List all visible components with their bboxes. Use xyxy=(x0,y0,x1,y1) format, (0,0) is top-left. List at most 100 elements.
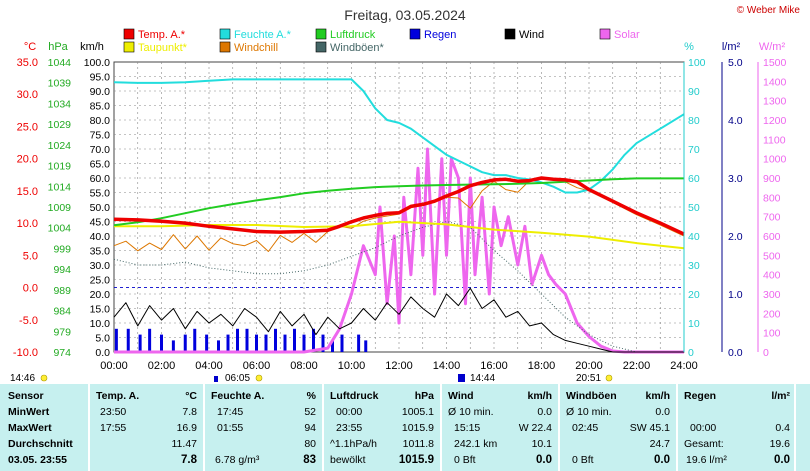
wind-axis-tick: 55.0 xyxy=(90,188,111,200)
wind-avg: 10.1 xyxy=(531,438,552,450)
rain-bar xyxy=(138,334,142,352)
humidity-axis-tick: 100 xyxy=(688,57,706,69)
pressure-axis-tick: 1029 xyxy=(48,119,72,131)
humidity-min-time: 17:45 xyxy=(217,406,244,418)
gusts-line xyxy=(113,221,684,353)
rain-bar xyxy=(340,334,344,352)
temp-axis-tick: -5.0 xyxy=(19,315,38,327)
rain-axis-tick: 5.0 xyxy=(728,57,743,69)
solar-axis-tick: 600 xyxy=(763,231,781,243)
rain-bar xyxy=(312,328,315,352)
rain-bar xyxy=(357,334,361,352)
wind-axis-tick: 85.0 xyxy=(90,101,111,113)
row-label-min: MinWert xyxy=(8,406,50,418)
noon-marker-icon xyxy=(458,374,465,382)
wind-axis-tick: 30.0 xyxy=(90,260,111,272)
legend-label: Feuchte A.* xyxy=(234,29,292,41)
x-tick: 20:00 xyxy=(575,360,603,372)
pressure-axis-tick: 1034 xyxy=(48,98,72,110)
pressure-axis-tick: 974 xyxy=(53,347,71,359)
rain-max-time: 00:00 xyxy=(690,422,717,434)
stats-temp: Temp. A. °C 23:50 7.8 17:55 16.9 11.47 7… xyxy=(90,384,203,471)
wind-axis-tick: 20.0 xyxy=(90,289,111,301)
x-tick: 24:00 xyxy=(670,360,698,372)
rain-axis-tick: 0.0 xyxy=(728,347,743,359)
sunset-icon xyxy=(605,374,613,382)
solar-axis-tick: 1200 xyxy=(763,115,787,127)
solar-axis-tick: 200 xyxy=(763,308,781,320)
temp-axis-tick: 5.0 xyxy=(23,250,38,262)
rain-bar xyxy=(283,334,287,352)
sunrise-icon xyxy=(255,374,263,382)
rain-bar xyxy=(171,340,175,352)
pressure-condition: bewölkt xyxy=(330,454,366,466)
solar-axis-tick: 0 xyxy=(763,347,769,359)
legend-label: Temp. A.* xyxy=(138,29,186,41)
legend-label: Windböen* xyxy=(330,42,385,54)
pressure-axis-tick: 1019 xyxy=(48,161,72,173)
solar-axis-tick: 700 xyxy=(763,212,781,224)
rain-total-label: Gesamt: xyxy=(684,438,724,450)
x-tick: 10:00 xyxy=(338,360,366,372)
marker-time-3: 20:51 xyxy=(576,373,601,384)
wind-axis-tick: 80.0 xyxy=(90,115,111,127)
solar-axis-tick: 800 xyxy=(763,192,781,204)
rain-axis-tick: 3.0 xyxy=(728,173,743,185)
wind-current: 0.0 xyxy=(536,454,552,466)
humidity-axis-tick: 90 xyxy=(688,86,700,98)
rain-bar xyxy=(183,334,187,352)
temp-max-time: 17:55 xyxy=(100,422,127,434)
humidity-axis-tick: 60 xyxy=(688,173,700,185)
legend-swatch xyxy=(315,28,327,40)
x-tick: 22:00 xyxy=(623,360,651,372)
legend-swatch xyxy=(123,41,135,53)
solar-axis-tick: 300 xyxy=(763,289,781,301)
rain-bar xyxy=(302,334,306,352)
gusts-max-time: 02:45 xyxy=(572,422,599,434)
pressure-max: 1015.9 xyxy=(401,422,434,434)
solar-axis-tick: 500 xyxy=(763,250,781,262)
legend-label: Regen xyxy=(424,29,456,41)
pressure-unit: hPa xyxy=(48,41,68,53)
row-label-avg: Durchschnitt xyxy=(8,438,73,450)
gusts-avg: 24.7 xyxy=(649,438,670,450)
solar-line xyxy=(114,147,684,354)
wind-unit: km/h xyxy=(527,390,552,402)
wind-axis-tick: 90.0 xyxy=(90,86,111,98)
rain-bar xyxy=(321,334,325,352)
solar-axis-tick: 100 xyxy=(763,328,781,340)
legend-label: Taupunkt* xyxy=(138,42,188,54)
wind-axis-tick: 45.0 xyxy=(90,217,111,229)
humidity-axis-tick: 10 xyxy=(688,318,700,330)
temp-unit: °C xyxy=(24,41,36,53)
x-tick: 04:00 xyxy=(195,360,223,372)
pressure-trend-label: ^1.1hPa/h xyxy=(330,438,377,450)
solar-unit: W/m² xyxy=(759,41,786,53)
legend-swatch xyxy=(504,28,516,40)
legend-swatch xyxy=(219,28,231,40)
humidity-header: Feuchte A. xyxy=(211,390,265,402)
humidity-max-time: 01:55 xyxy=(217,422,244,434)
chart-series xyxy=(113,78,685,354)
legend-swatch xyxy=(315,41,327,53)
temp-current: 7.8 xyxy=(181,454,197,466)
humidity-axis-tick: 80 xyxy=(688,115,700,127)
wind-distance: 242.1 km xyxy=(454,438,498,450)
x-tick: 06:00 xyxy=(243,360,271,372)
temp-axis-tick: 30.0 xyxy=(17,89,38,101)
wind-axis-tick: 25.0 xyxy=(90,275,111,287)
pressure-current: 1015.9 xyxy=(398,454,434,466)
humidity-line xyxy=(113,78,685,194)
humidity-axis-tick: 40 xyxy=(688,231,700,243)
wind-axis-tick: 15.0 xyxy=(90,304,111,316)
rain-bar xyxy=(126,328,130,352)
copyright-label: © Weber Mike xyxy=(737,5,801,16)
temp-axis-tick: 25.0 xyxy=(17,121,38,133)
wind-max: W 22.4 xyxy=(518,422,552,434)
pressure-axis-tick: 999 xyxy=(53,243,71,255)
solar-axis-tick: 400 xyxy=(763,270,781,282)
pressure-trend: 1011.8 xyxy=(402,438,434,450)
gusts-max: SW 45.1 xyxy=(629,422,670,434)
rain-bar xyxy=(193,328,197,352)
wind-axis-tick: 0.0 xyxy=(95,347,110,359)
